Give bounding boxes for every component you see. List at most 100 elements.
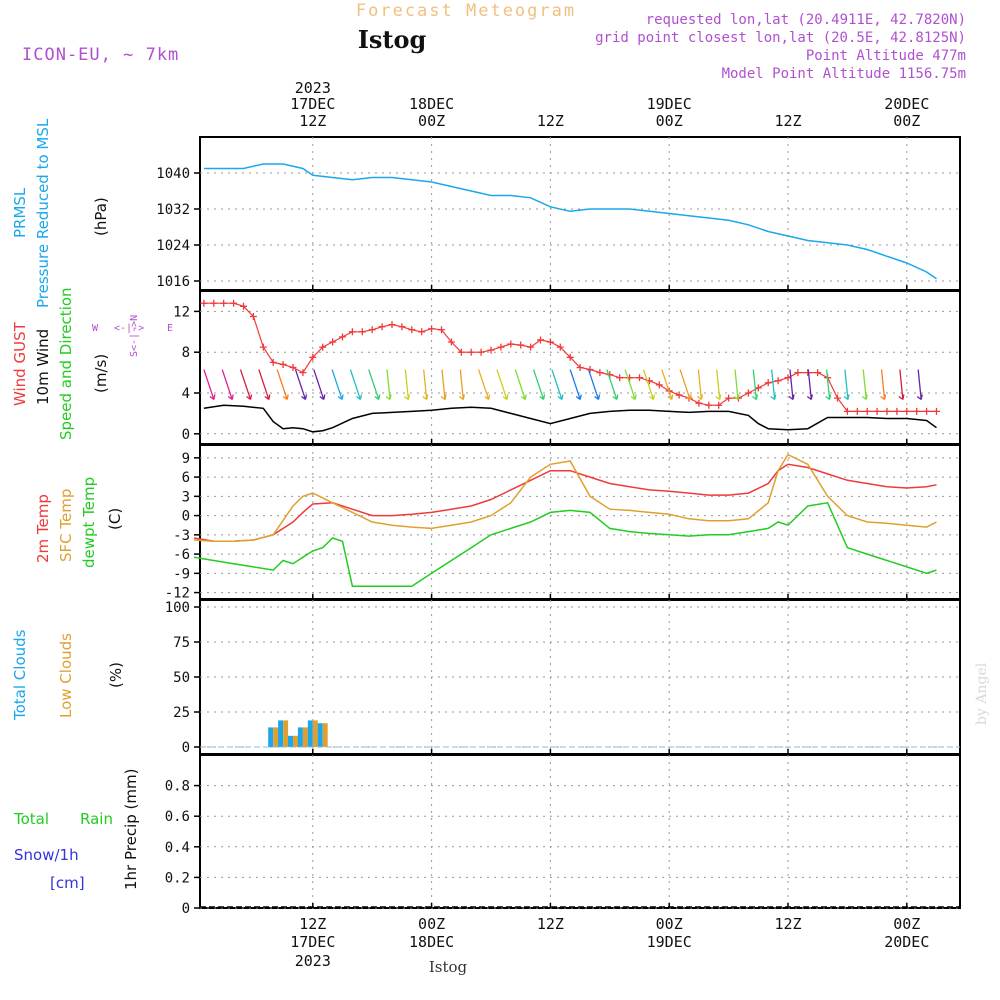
gust-marker [438, 326, 445, 334]
wind-arrow [587, 369, 601, 401]
total-cloud-bar [317, 723, 323, 747]
total-cloud-bar [288, 735, 293, 747]
bottom-time-label: 12Z [774, 915, 801, 933]
y-tick-label: 1016 [156, 274, 190, 290]
top-time-label: 12Z [537, 112, 564, 130]
y-tick-label: 25 [173, 705, 190, 721]
wind-arrow [203, 369, 216, 401]
top-time-label: 00Z [656, 112, 683, 130]
gust-marker [259, 343, 267, 351]
bottom-date-label: 17DEC [290, 933, 335, 951]
bottom-date-label: 18DEC [409, 933, 454, 951]
gust-marker [586, 366, 594, 374]
wind-arrow [294, 369, 308, 401]
wind-arrow [403, 369, 411, 401]
gust-marker [418, 328, 426, 336]
bottom-time-label: 12Z [299, 915, 326, 933]
gust-marker [230, 299, 238, 307]
wind-arrow [624, 369, 637, 401]
gust-marker [725, 394, 733, 402]
gust-marker [339, 333, 346, 341]
y-tick-label: 0.6 [165, 809, 190, 825]
total-cloud-bar [278, 720, 284, 747]
wind-arrow [258, 369, 271, 401]
label-unit-hpa: (hPa) [92, 197, 110, 236]
top-time-label: 00Z [893, 112, 920, 130]
gridpoint-coords: grid point closest lon,lat (20.5E, 42.81… [595, 30, 966, 46]
top-year-label: 2023 [295, 79, 331, 97]
model-altitude: Model Point Altitude 1156.75m [722, 66, 966, 82]
y-tick-label: 1040 [156, 166, 190, 182]
gust-marker [378, 323, 386, 331]
temp-2m-line [193, 463, 937, 543]
gust-marker [933, 407, 940, 415]
label-wind-gust: Wind GUST [11, 321, 29, 406]
gust-marker [774, 377, 782, 385]
gust-marker [863, 407, 871, 415]
y-tick-label: 100 [165, 600, 190, 616]
wind-arrow [679, 369, 692, 401]
gust-marker [358, 328, 366, 336]
gust-marker [814, 369, 822, 377]
gust-marker [903, 407, 911, 415]
gust-marker [527, 343, 535, 351]
wind-arrow [331, 369, 344, 401]
label-2m-temp: 2m Temp [34, 494, 52, 563]
gust-marker [447, 338, 455, 346]
y-tick-label: 0 [182, 740, 190, 756]
gust-marker [923, 407, 931, 415]
y-tick-label: 0.2 [165, 870, 190, 886]
top-time-label: 12Z [774, 112, 801, 130]
wind-arrow [478, 369, 491, 401]
gust-marker [279, 360, 287, 368]
label-precip-unit: 1hr Precip (mm) [122, 769, 140, 890]
y-tick-label: 3 [182, 489, 190, 505]
bottom-time-label: 12Z [537, 915, 564, 933]
watermark: by Angel [974, 662, 990, 725]
footer-location: Istog [429, 958, 468, 976]
low-cloud-bar [293, 735, 298, 747]
bottom-year-label: 2023 [295, 952, 331, 970]
label-cm: [cm] [50, 874, 85, 892]
svg-text:E: E [167, 323, 173, 334]
gust-marker [744, 389, 752, 397]
gust-marker [269, 358, 277, 366]
top-time-label: 12Z [299, 112, 326, 130]
gust-marker [249, 313, 257, 320]
gust-marker [715, 401, 723, 409]
y-tick-label: 0.8 [165, 779, 190, 795]
wind-arrow [514, 369, 527, 401]
wind-arrow [898, 369, 905, 401]
wind-arrow [458, 369, 465, 401]
y-tick-label: 8 [182, 345, 190, 361]
y-tick-label: 4 [182, 386, 190, 402]
gust-marker [566, 353, 574, 361]
wind-arrow [880, 369, 887, 401]
wind-arrow [843, 369, 850, 401]
y-tick-label: 0 [182, 427, 190, 443]
y-tick-label: -12 [165, 586, 190, 602]
y-tick-label: 1032 [156, 202, 190, 218]
wind-arrow [606, 369, 619, 401]
y-tick-label: -3 [173, 528, 190, 544]
gust-marker [220, 299, 228, 307]
wind-arrow [751, 369, 758, 401]
gust-marker [675, 391, 683, 399]
wind-arrow [733, 369, 740, 401]
low-cloud-bar [322, 723, 328, 747]
svg-text:S<-|->N: S<-|->N [129, 315, 140, 357]
gust-marker [477, 348, 485, 356]
gust-marker [329, 338, 337, 346]
gust-marker [655, 381, 663, 389]
gust-marker [556, 343, 564, 351]
sfc-temp-line [193, 453, 937, 543]
gust-marker [240, 302, 247, 310]
gust-marker [388, 321, 396, 329]
gust-marker [507, 340, 515, 348]
label-pressure-msl: Pressure Reduced to MSL [34, 118, 52, 308]
y-tick-label: 1024 [156, 238, 190, 254]
wind-arrow [440, 369, 447, 401]
gust-marker [913, 407, 921, 415]
top-time-label: 00Z [418, 112, 445, 130]
y-tick-label: 6 [182, 470, 190, 486]
